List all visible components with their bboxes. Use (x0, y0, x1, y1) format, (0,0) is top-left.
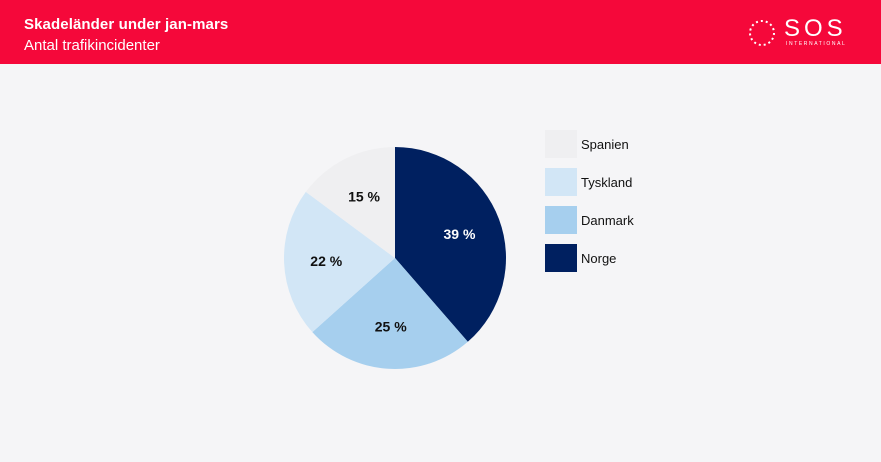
pie-label-tyskland: 22 % (310, 253, 342, 269)
legend-swatch-tyskland (545, 168, 577, 196)
chart-title: Skadeländer under jan-mars (24, 16, 229, 33)
legend-label-danmark: Danmark (581, 213, 634, 228)
pie-slice-danmark (312, 258, 468, 369)
chart-subtitle: Antal trafikincidenter (24, 37, 160, 54)
pie-slice-tyskland (283, 191, 395, 333)
legend-swatch-spanien (545, 130, 577, 158)
pie-label-danmark: 25 % (375, 319, 407, 335)
legend-swatch-norge (545, 244, 577, 272)
sos-international-logo: SOS INTERNATIONAL (746, 15, 858, 49)
legend-swatch-danmark (545, 206, 577, 234)
logo-ring-icon (749, 20, 775, 46)
logo-subtext: INTERNATIONAL (786, 41, 847, 47)
pie-label-norge: 39 % (444, 226, 476, 242)
legend-label-spanien: Spanien (581, 137, 629, 152)
header-bar: Skadeländer under jan-mars Antal trafiki… (0, 0, 881, 64)
pie-label-spanien: 15 % (348, 189, 380, 205)
pie-slice-spanien (305, 147, 395, 258)
pie-slice-norge (395, 147, 507, 342)
logo-text: SOS (784, 15, 847, 42)
legend-label-norge: Norge (581, 251, 617, 266)
legend-label-tyskland: Tyskland (581, 175, 633, 190)
